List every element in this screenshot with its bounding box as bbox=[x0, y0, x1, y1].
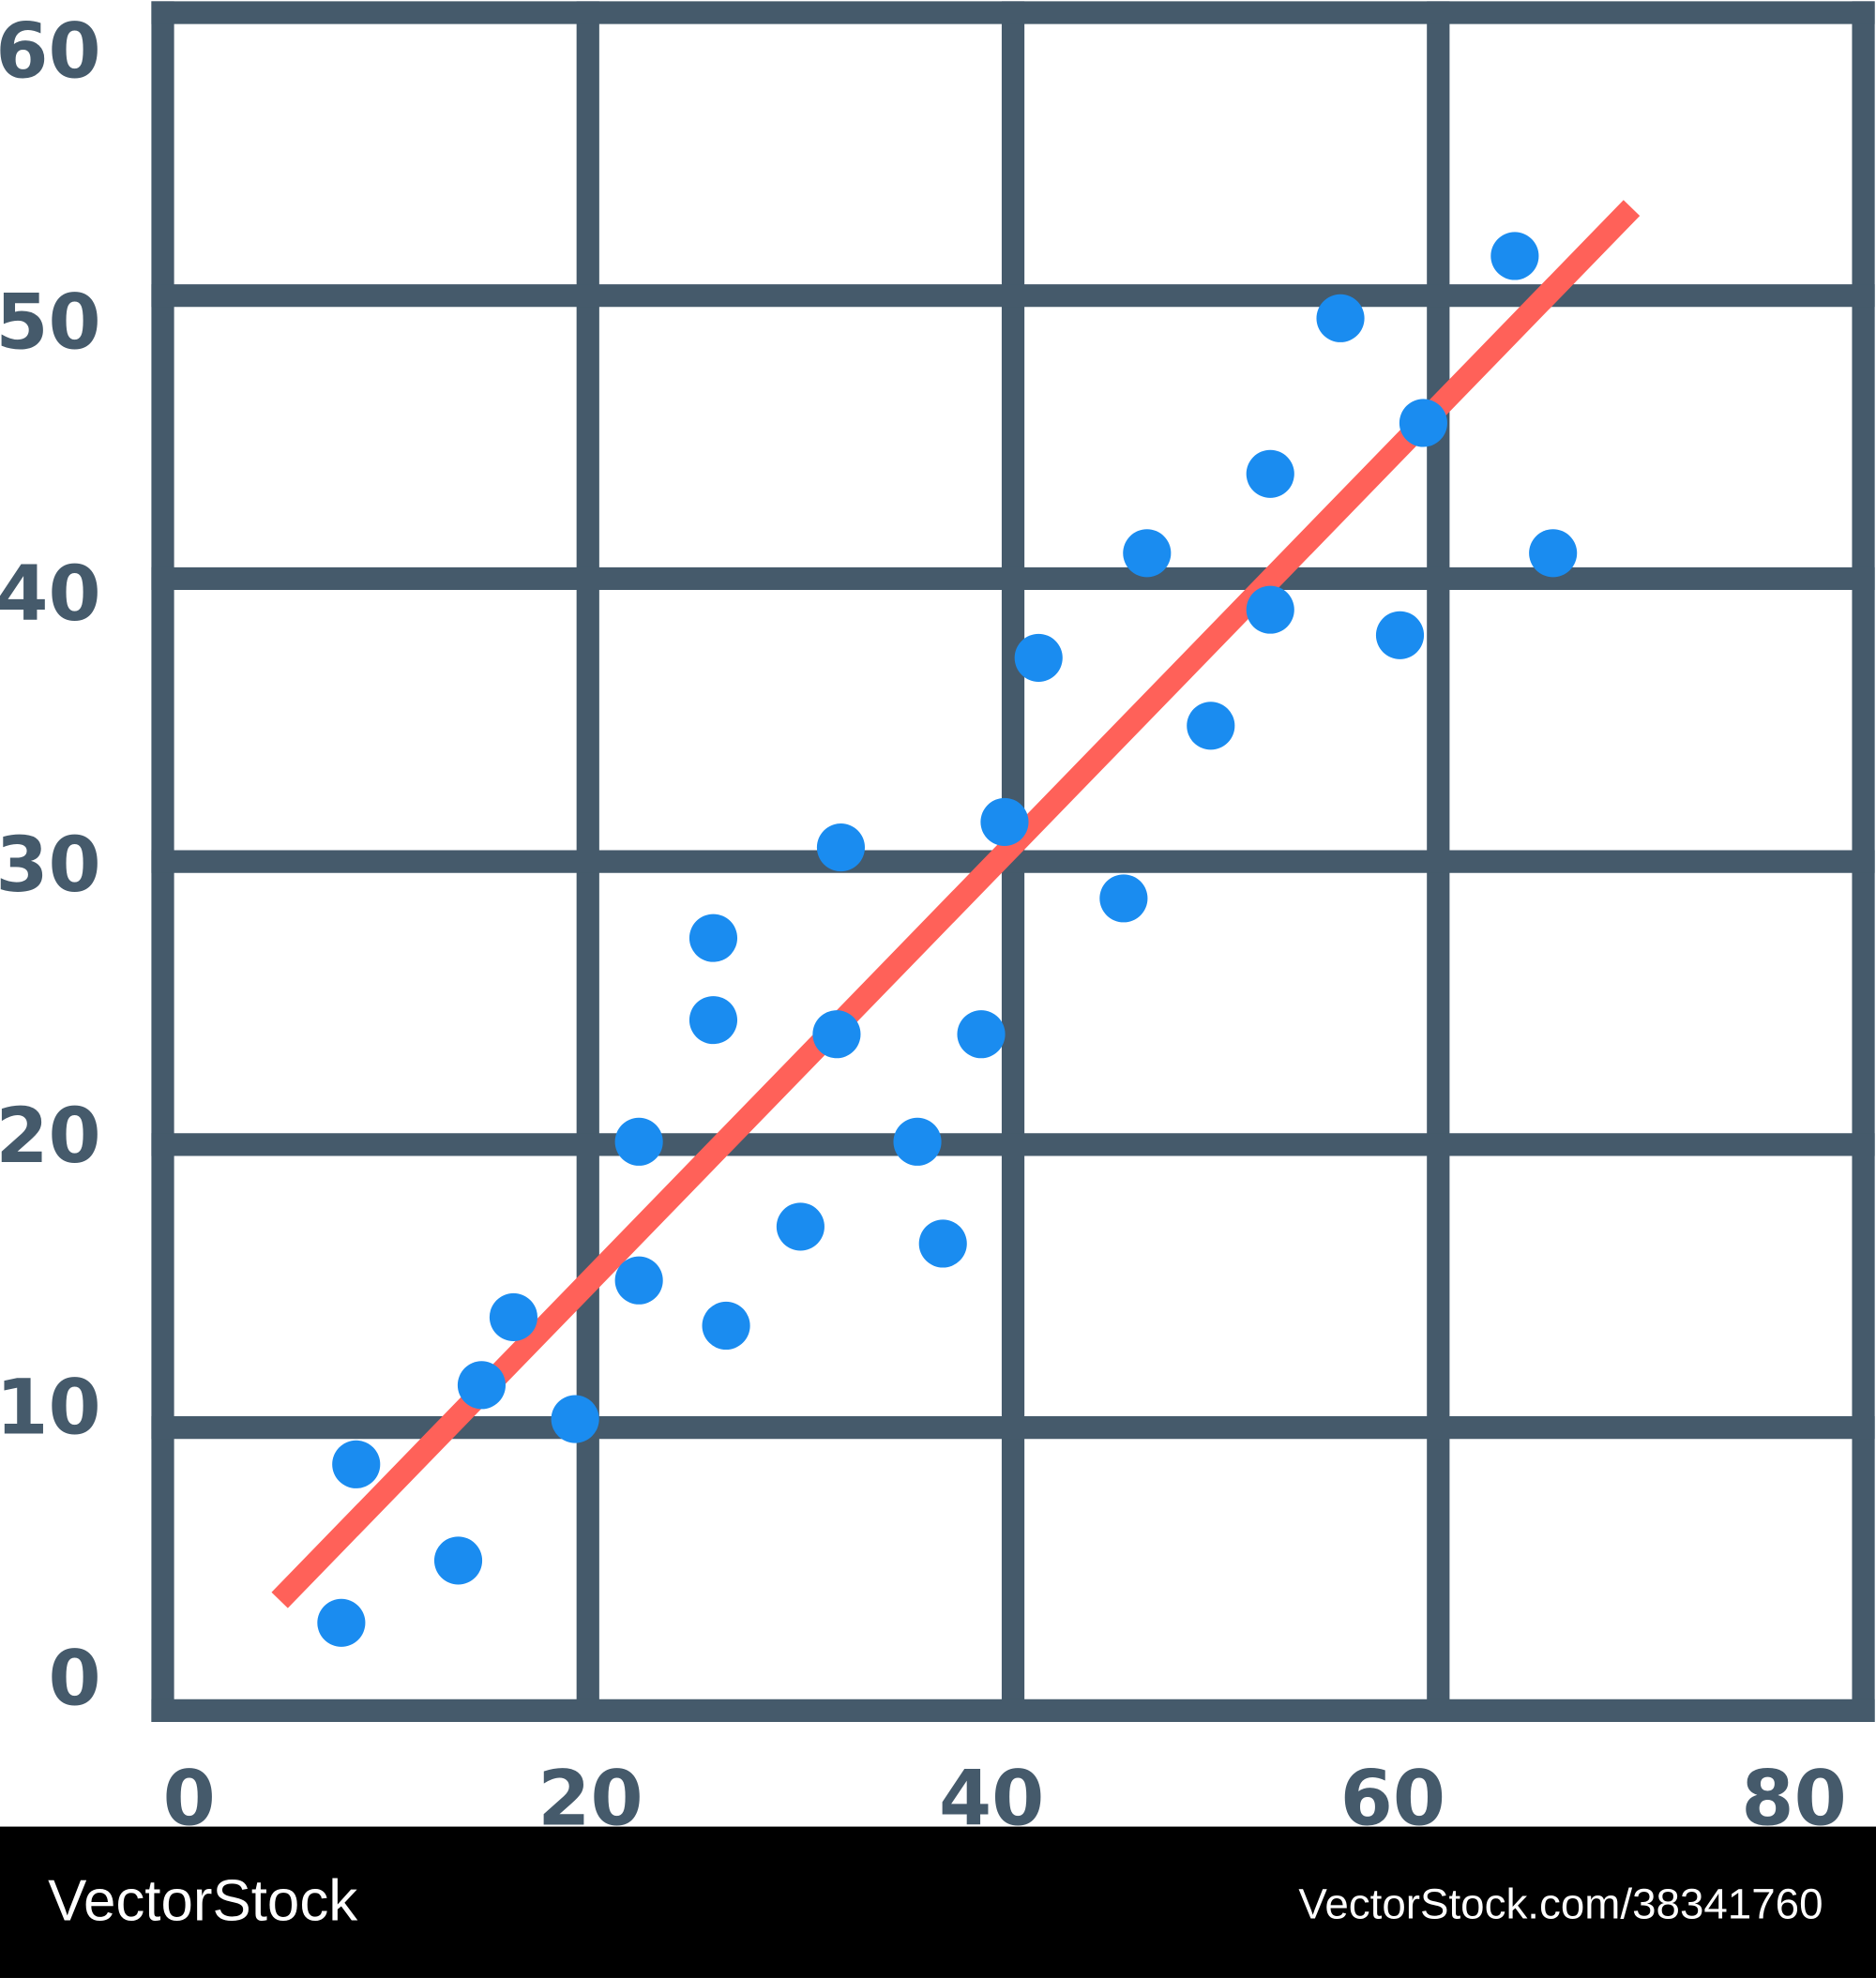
x-tick-label: 80 bbox=[1741, 1755, 1846, 1843]
point bbox=[457, 1361, 507, 1410]
point bbox=[614, 1256, 663, 1305]
y-tick-label: 60 bbox=[0, 8, 101, 97]
point bbox=[688, 996, 738, 1045]
point bbox=[980, 797, 1029, 846]
footer-bar bbox=[0, 1826, 1876, 1978]
point bbox=[332, 1440, 381, 1488]
point bbox=[1529, 529, 1578, 578]
point bbox=[1187, 702, 1235, 750]
point bbox=[918, 1219, 967, 1268]
point bbox=[1123, 529, 1172, 578]
point bbox=[489, 1292, 537, 1341]
url: VectorStock.com/38341760 bbox=[1298, 1880, 1823, 1928]
point bbox=[1014, 633, 1063, 682]
y-tick-label: 0 bbox=[48, 1636, 100, 1724]
point bbox=[893, 1117, 942, 1166]
point bbox=[776, 1202, 825, 1251]
x-tick-label: 40 bbox=[939, 1755, 1044, 1843]
trend-line bbox=[271, 200, 1641, 1608]
point bbox=[957, 1010, 1006, 1059]
point bbox=[1246, 585, 1294, 634]
point bbox=[1246, 449, 1294, 498]
point bbox=[551, 1395, 599, 1443]
point bbox=[1375, 611, 1425, 659]
y-tick-label: 30 bbox=[0, 822, 101, 910]
y-tick-label: 40 bbox=[0, 551, 101, 639]
y-tick-label: 10 bbox=[0, 1364, 101, 1452]
point bbox=[1099, 874, 1148, 923]
brand: VectorStock bbox=[48, 1868, 358, 1933]
y-tick-label: 50 bbox=[0, 279, 101, 368]
point bbox=[812, 1010, 861, 1059]
x-tick-label: 20 bbox=[537, 1755, 643, 1843]
x-tick-label: 60 bbox=[1340, 1755, 1445, 1843]
point bbox=[688, 914, 738, 962]
point bbox=[433, 1536, 483, 1585]
point bbox=[1399, 399, 1447, 447]
point bbox=[816, 823, 866, 872]
point bbox=[317, 1598, 366, 1647]
point bbox=[1490, 232, 1539, 280]
y-tick-label: 20 bbox=[0, 1093, 101, 1181]
x-tick-label: 0 bbox=[163, 1755, 216, 1843]
point bbox=[702, 1301, 750, 1351]
point bbox=[1316, 294, 1365, 342]
point bbox=[614, 1117, 663, 1166]
